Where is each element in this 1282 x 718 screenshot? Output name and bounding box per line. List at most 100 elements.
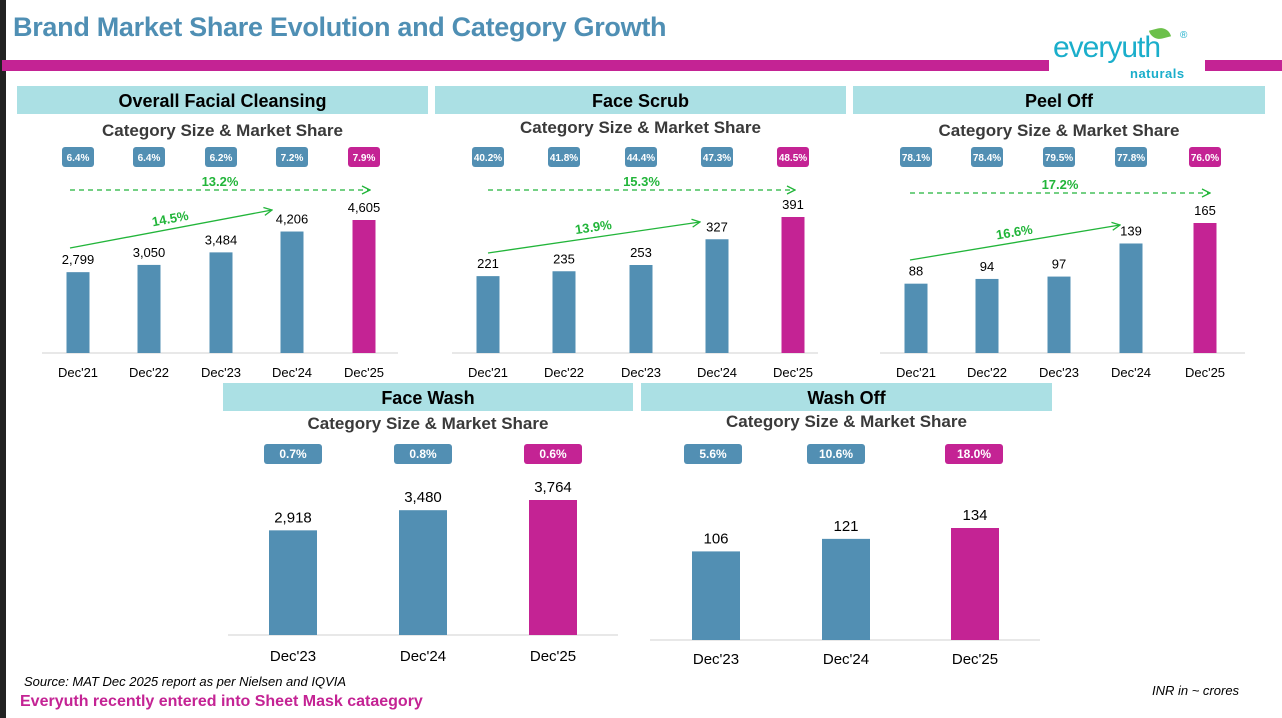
bar-Dec25 — [781, 217, 805, 353]
value-label: 4,605 — [348, 200, 381, 215]
cagr-short-arrow — [69, 210, 272, 249]
bar-Dec25 — [352, 220, 376, 353]
market-share-badge — [276, 147, 308, 167]
market-share-label: 7.9% — [353, 153, 376, 164]
market-share-label: 5.6% — [699, 447, 727, 461]
left-edge — [0, 0, 6, 718]
market-share-badge — [524, 444, 582, 464]
x-tick-label: Dec'25 — [773, 365, 813, 380]
market-share-badge — [777, 147, 809, 167]
bar-Dec23 — [209, 252, 233, 353]
everyuth-logo: everyuth naturals ® — [1050, 25, 1200, 84]
value-label: 235 — [553, 251, 575, 266]
market-share-badge — [1043, 147, 1075, 167]
value-label: 94 — [980, 259, 994, 274]
page-title: Brand Market Share Evolution and Categor… — [13, 12, 667, 42]
logo-sub: naturals — [1130, 66, 1185, 81]
x-tick-label: Dec'23 — [270, 648, 316, 665]
panel-face-scrub: Face Scrub Category Size & Market Share 40… — [435, 86, 846, 380]
cagr-long-label: 13.2% — [202, 174, 239, 189]
panel-subtitle: Category Size & Market Share — [520, 118, 761, 137]
panel-header — [17, 86, 428, 114]
market-share-label: 40.2% — [474, 153, 502, 164]
market-share-label: 47.3% — [703, 153, 731, 164]
panel-title: Overall Facial Cleansing — [118, 91, 326, 111]
panel-title: Face Scrub — [592, 91, 689, 111]
logo-word: everyuth — [1053, 31, 1161, 64]
source-note: Source: MAT Dec 2025 report as per Niels… — [24, 674, 347, 689]
market-share-label: 48.5% — [779, 153, 807, 164]
cagr-short-label: 16.6% — [995, 222, 1034, 243]
x-tick-label: Dec'24 — [1111, 365, 1151, 380]
market-share-label: 44.4% — [627, 153, 655, 164]
panel-peel-off: Peel Off Category Size & Market Share 78.1… — [853, 86, 1265, 380]
x-tick-label: Dec'24 — [400, 648, 446, 665]
panel-subtitle: Category Size & Market Share — [308, 414, 549, 433]
value-label: 3,484 — [205, 232, 238, 247]
value-label: 97 — [1052, 257, 1066, 272]
value-label: 121 — [833, 518, 858, 535]
bar-Dec23 — [692, 551, 740, 640]
market-share-label: 41.8% — [550, 153, 578, 164]
panel-title: Peel Off — [1025, 91, 1094, 111]
market-share-label: 0.8% — [409, 447, 437, 461]
market-share-badge — [1189, 147, 1221, 167]
bar-Dec23 — [1047, 276, 1071, 353]
panel-subtitle: Category Size & Market Share — [726, 412, 967, 431]
market-share-badge — [701, 147, 733, 167]
market-share-label: 77.8% — [1117, 153, 1145, 164]
panel-face-wash: Face Wash Category Size & Market Share0.7… — [223, 383, 633, 665]
market-share-label: 78.4% — [973, 153, 1001, 164]
title-divider-right — [1205, 60, 1282, 71]
bar-Dec24 — [280, 231, 304, 353]
value-label: 134 — [962, 507, 987, 524]
value-label: 139 — [1120, 223, 1142, 238]
cagr-long-label: 17.2% — [1042, 177, 1079, 192]
market-share-badge — [807, 444, 865, 464]
bar-Dec24 — [705, 239, 729, 353]
x-tick-label: Dec'23 — [693, 651, 739, 668]
market-share-label: 78.1% — [902, 153, 930, 164]
x-tick-label: Dec'25 — [530, 648, 576, 665]
cagr-short-label: 13.9% — [574, 217, 613, 237]
market-share-badge — [945, 444, 1003, 464]
market-share-label: 6.4% — [138, 153, 161, 164]
value-label: 3,050 — [133, 245, 166, 260]
bar-Dec21 — [476, 276, 500, 353]
logo-reg: ® — [1180, 30, 1188, 41]
x-tick-label: Dec'24 — [272, 365, 312, 380]
cagr-long-label: 15.3% — [623, 174, 660, 189]
bar-Dec22 — [552, 271, 576, 353]
x-tick-label: Dec'21 — [58, 365, 98, 380]
market-share-badge — [264, 444, 322, 464]
panel-subtitle: Category Size & Market Share — [102, 121, 343, 140]
market-share-label: 6.4% — [67, 153, 90, 164]
market-share-badge — [1115, 147, 1147, 167]
market-share-label: 18.0% — [957, 447, 991, 461]
market-share-badge — [205, 147, 237, 167]
bar-Dec23 — [269, 530, 317, 635]
market-share-label: 10.6% — [819, 447, 853, 461]
value-label: 327 — [706, 219, 728, 234]
bar-Dec21 — [904, 283, 928, 353]
cagr-short-label: 14.5% — [151, 208, 190, 230]
panel-overall-facial-cleansing: Overall Facial Cleansing Category Size & … — [17, 86, 428, 380]
panel-header — [853, 86, 1265, 114]
x-tick-label: Dec'21 — [896, 365, 936, 380]
value-label: 3,480 — [404, 489, 442, 506]
value-label: 2,799 — [62, 252, 95, 267]
x-tick-label: Dec'24 — [823, 651, 869, 668]
panel-header — [435, 86, 846, 114]
market-share-badge — [62, 147, 94, 167]
bar-Dec22 — [137, 264, 161, 353]
value-label: 88 — [909, 264, 923, 279]
x-tick-label: Dec'23 — [1039, 365, 1079, 380]
market-share-label: 79.5% — [1045, 153, 1073, 164]
market-share-label: 0.6% — [539, 447, 567, 461]
value-label: 165 — [1194, 203, 1216, 218]
x-tick-label: Dec'25 — [952, 651, 998, 668]
x-tick-label: Dec'25 — [1185, 365, 1225, 380]
bar-Dec22 — [975, 278, 999, 353]
x-tick-label: Dec'22 — [967, 365, 1007, 380]
